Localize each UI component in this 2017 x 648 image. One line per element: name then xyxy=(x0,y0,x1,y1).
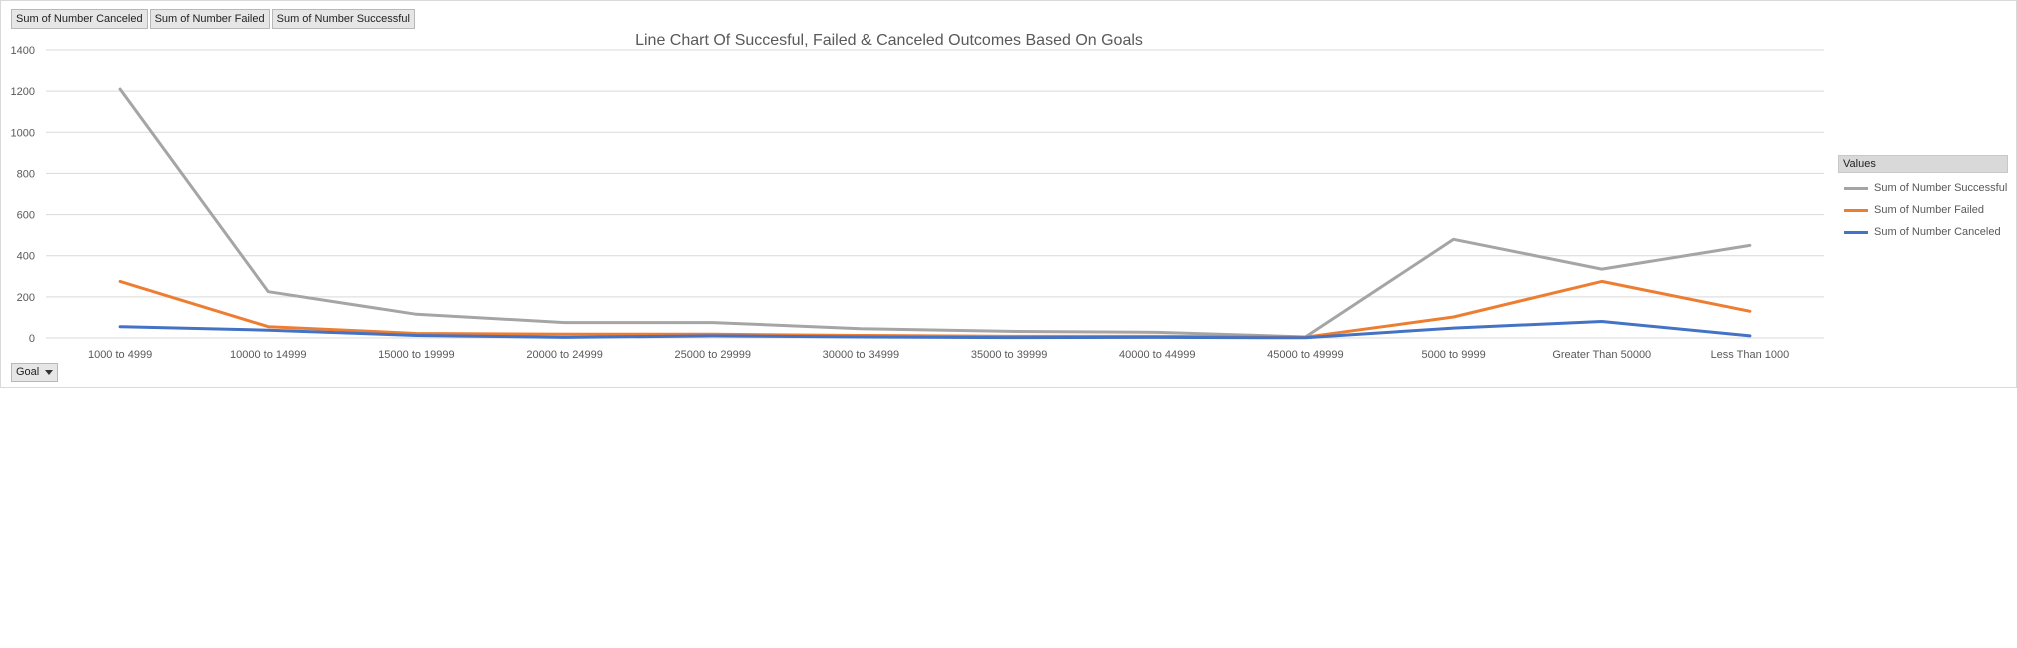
field-button-failed[interactable]: Sum of Number Failed xyxy=(149,9,270,29)
y-tick-label: 200 xyxy=(17,292,35,304)
legend[interactable]: Values Sum of Number Successful Sum of N… xyxy=(1838,155,2008,239)
x-axis-ticks: 1000 to 4999 10000 to 14999 15000 to 19999… xyxy=(88,349,1789,361)
legend-label: Sum of Number Canceled xyxy=(1874,226,2001,238)
series-line-sum-of-number-successful[interactable] xyxy=(118,87,1752,339)
y-tick-label: 1400 xyxy=(11,45,35,57)
x-tick-label: 45000 to 49999 xyxy=(1267,349,1343,361)
chart-area[interactable]: Sum of Number Canceled Sum of Number Fai… xyxy=(0,0,2017,388)
legend-label: Sum of Number Successful xyxy=(1874,182,2008,194)
y-tick-label: 1000 xyxy=(11,127,35,139)
x-tick-label: 5000 to 9999 xyxy=(1421,349,1485,361)
x-tick-label: 30000 to 34999 xyxy=(823,349,899,361)
goal-filter-button[interactable]: Goal xyxy=(11,363,59,382)
value-field-buttons: Sum of Number Canceled Sum of Number Fai… xyxy=(11,9,415,29)
legend-item-canceled[interactable]: Sum of Number Canceled xyxy=(1844,225,2008,239)
line-chart: Line Chart Of Succesful, Failed & Cancel… xyxy=(11,32,1824,361)
legend-swatch-successful xyxy=(1844,186,1868,190)
legend-item-failed[interactable]: Sum of Number Failed xyxy=(1844,203,2008,217)
y-tick-label: 400 xyxy=(17,251,35,263)
x-tick-label: 20000 to 24999 xyxy=(526,349,602,361)
legend-label: Sum of Number Failed xyxy=(1874,204,1985,216)
x-tick-label: 40000 to 44999 xyxy=(1119,349,1195,361)
y-tick-label: 800 xyxy=(17,168,35,180)
x-tick-label: 10000 to 14999 xyxy=(230,349,306,361)
x-tick-label: 35000 to 39999 xyxy=(971,349,1047,361)
x-tick-label: Greater Than 50000 xyxy=(1552,349,1651,361)
chevron-down-icon xyxy=(45,370,54,375)
x-tick-label: 15000 to 19999 xyxy=(378,349,454,361)
series-lines xyxy=(118,87,1752,340)
y-axis-ticks: 0 200 400 600 800 1000 1200 1400 xyxy=(11,45,35,345)
legend-item-successful[interactable]: Sum of Number Successful xyxy=(1844,181,2008,195)
x-tick-label: 1000 to 4999 xyxy=(88,349,152,361)
legend-header: Values xyxy=(1838,155,2008,173)
legend-swatch-canceled xyxy=(1844,230,1868,234)
y-tick-label: 1200 xyxy=(11,86,35,98)
field-button-canceled[interactable]: Sum of Number Canceled xyxy=(11,9,148,29)
field-button-successful[interactable]: Sum of Number Successful xyxy=(271,9,415,29)
legend-swatch-failed xyxy=(1844,208,1868,212)
x-tick-label: 25000 to 29999 xyxy=(675,349,751,361)
series-line-sum-of-number-canceled[interactable] xyxy=(118,320,1752,340)
chart-title: Line Chart Of Succesful, Failed & Cancel… xyxy=(635,32,1143,49)
x-tick-label: Less Than 1000 xyxy=(1711,349,1790,361)
gridlines xyxy=(46,49,1824,339)
y-tick-label: 0 xyxy=(29,333,35,345)
y-tick-label: 600 xyxy=(17,210,35,222)
goal-filter-label: Goal xyxy=(16,366,40,378)
